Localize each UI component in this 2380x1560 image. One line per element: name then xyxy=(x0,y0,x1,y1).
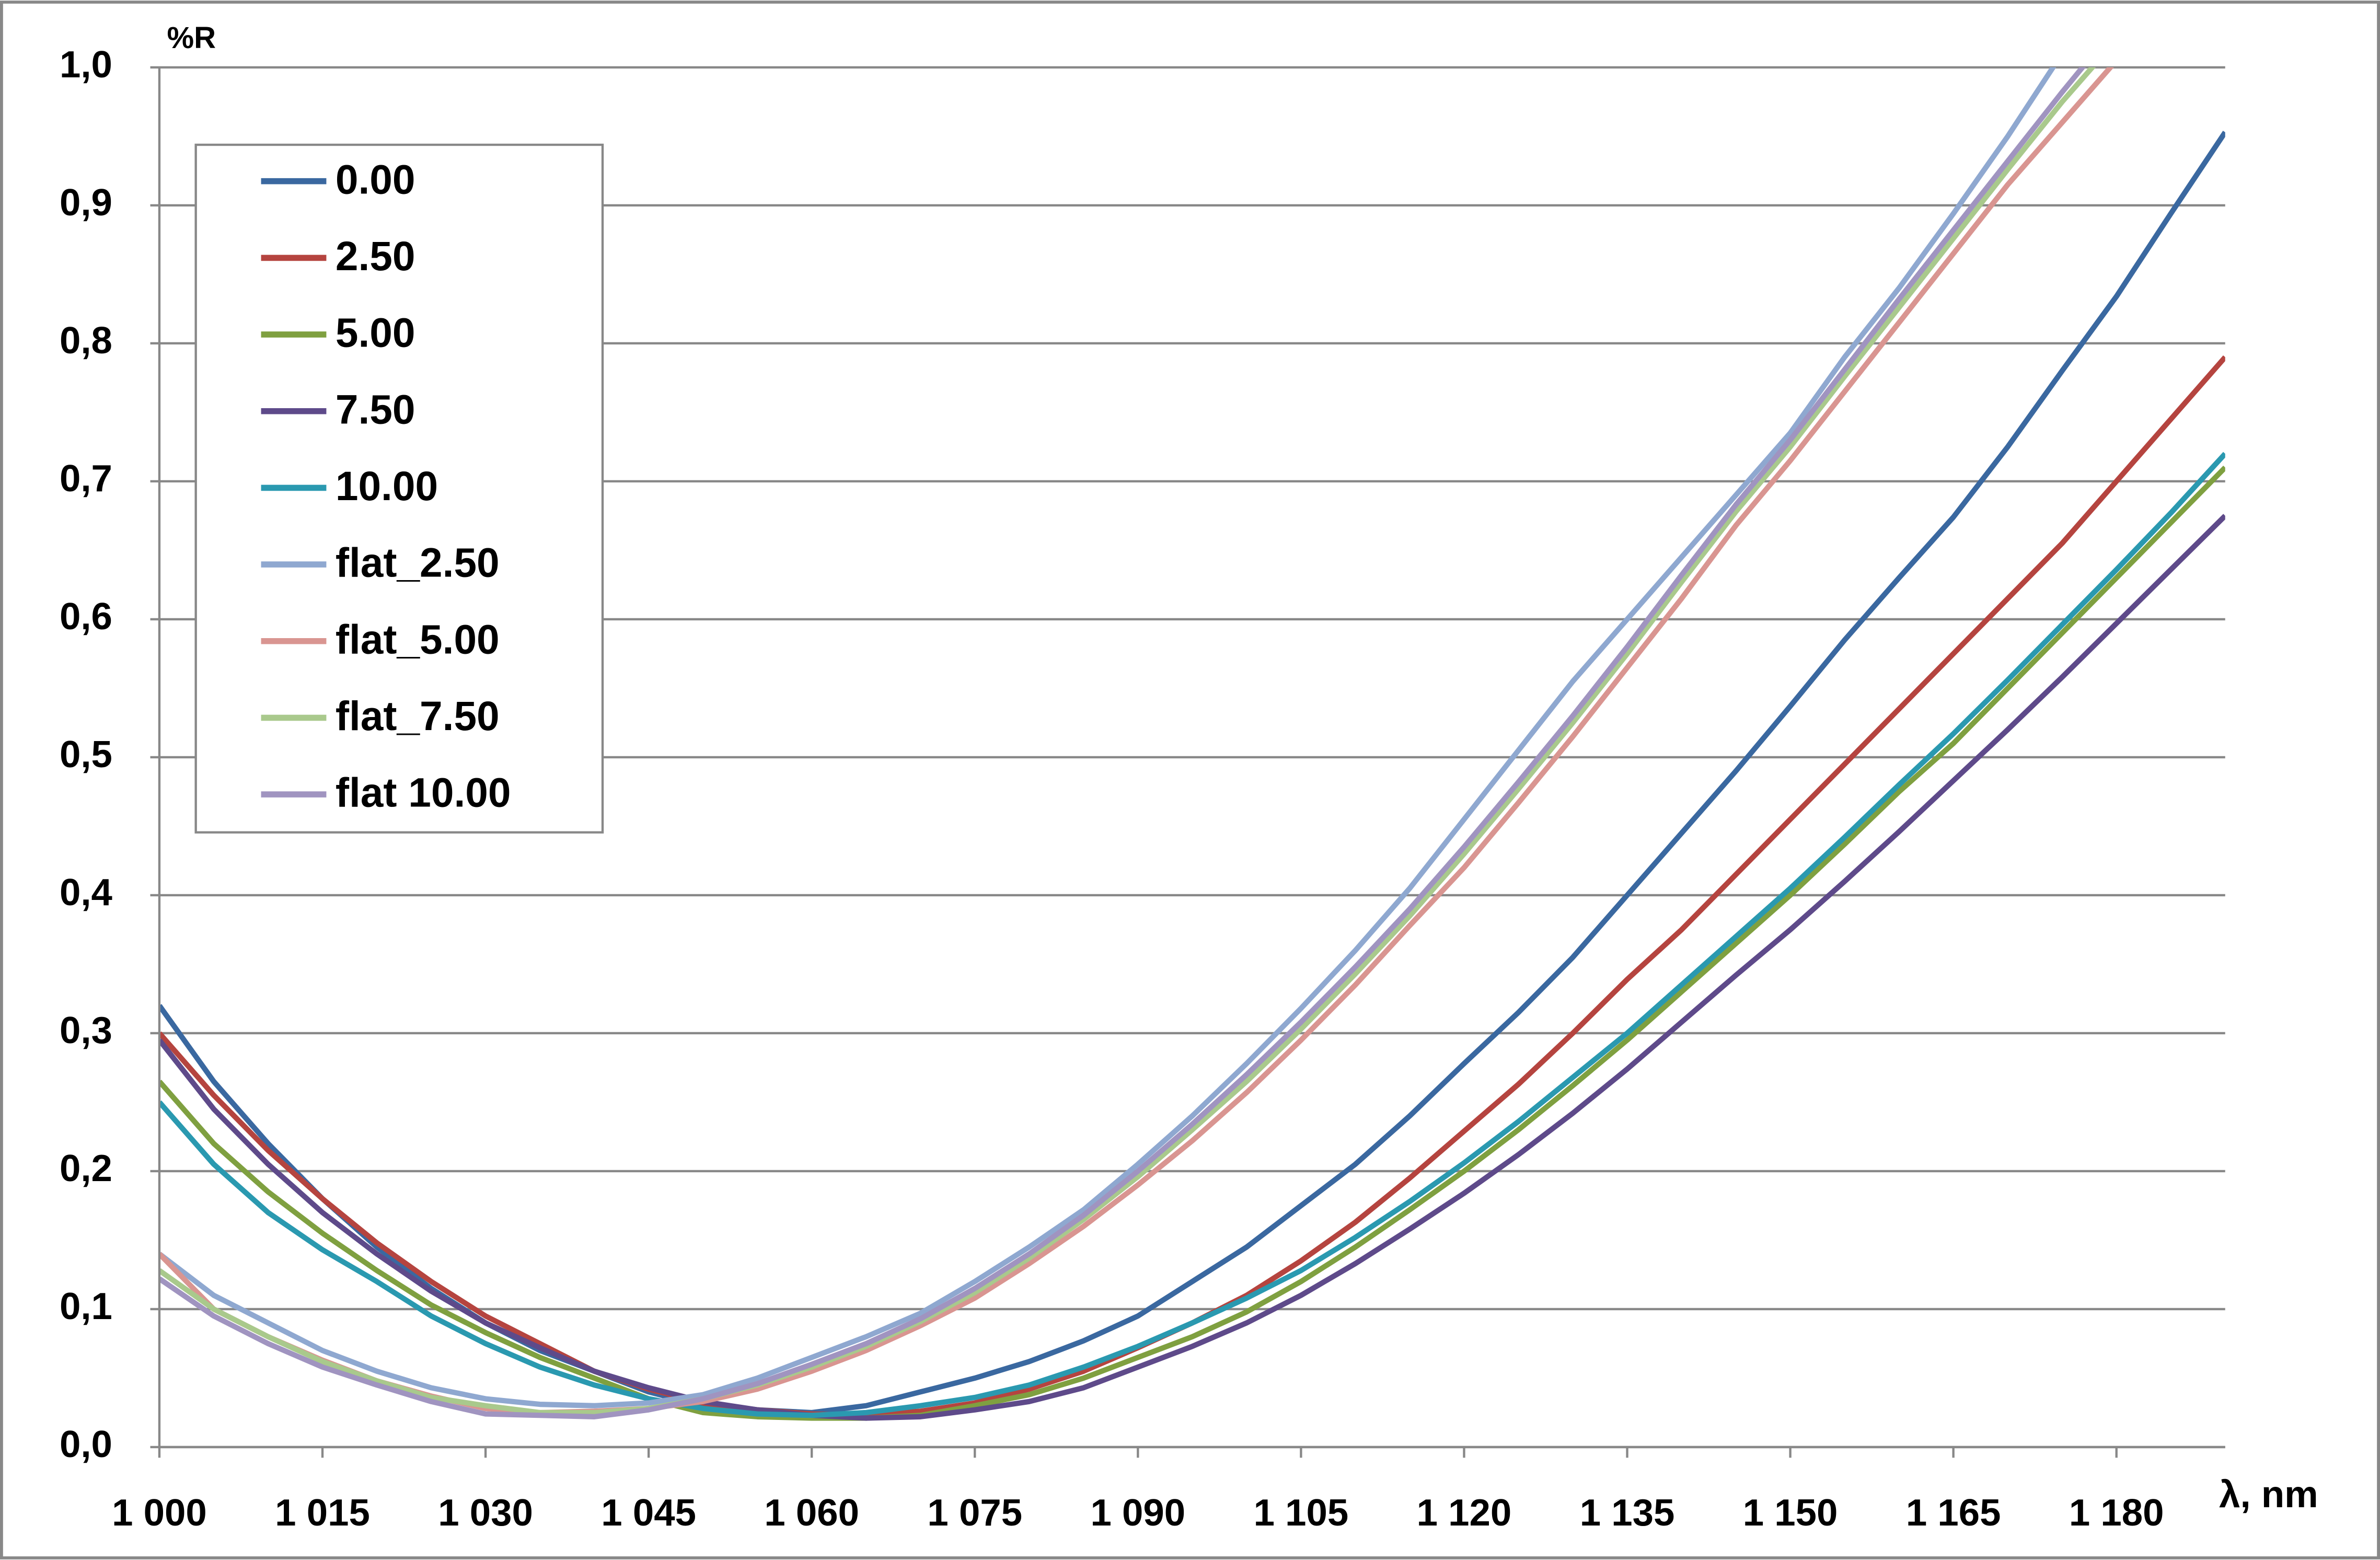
legend-label: 2.50 xyxy=(336,233,415,279)
legend-label: 5.00 xyxy=(336,310,415,356)
series-line xyxy=(159,452,2225,1418)
x-tick-label: 1 165 xyxy=(1906,1492,2001,1534)
x-tick-label: 1 105 xyxy=(1254,1492,1349,1534)
legend-label: 0.00 xyxy=(336,156,415,202)
series-line xyxy=(159,67,2096,1416)
y-axis-label: %R xyxy=(167,21,216,55)
legend-label: 10.00 xyxy=(336,463,438,509)
y-tick-label: 0,9 xyxy=(60,181,112,224)
y-tick-label: 0,5 xyxy=(60,733,112,776)
x-tick-label: 1 000 xyxy=(112,1492,207,1534)
x-tick-label: 1 090 xyxy=(1090,1492,1185,1534)
x-tick-label: 1 030 xyxy=(438,1492,533,1534)
x-tick-label: 1 135 xyxy=(1580,1492,1675,1534)
plot-area xyxy=(159,67,2225,1421)
legend-label: flat_7.50 xyxy=(336,693,500,739)
x-tick-label: 1 015 xyxy=(275,1492,370,1534)
x-tick-label: 1 060 xyxy=(764,1492,859,1534)
legend-label: flat_5.00 xyxy=(336,616,500,662)
axes: 0,0 0,1 0,2 0,3 0,4 0,5 0,6 0,7 0,8 0,9 1,0 1 000 1 … xyxy=(60,43,2225,1534)
legend-label: flat_2.50 xyxy=(336,540,500,586)
x-axis-label: λ, nm xyxy=(2219,1473,2318,1516)
y-tick-label: 0,7 xyxy=(60,457,112,500)
y-tick-label: 0,4 xyxy=(60,871,112,914)
series-line xyxy=(159,67,2114,1416)
series-line xyxy=(159,465,2225,1421)
legend-label: 7.50 xyxy=(336,386,415,432)
y-tick-label: 0,6 xyxy=(60,595,112,638)
y-tick-label: 1,0 xyxy=(60,43,112,86)
legend-label: flat 10.00 xyxy=(336,770,511,816)
series-line xyxy=(159,514,2225,1421)
x-tick-label: 1 180 xyxy=(2069,1492,2164,1534)
x-tick-label: 1 120 xyxy=(1417,1492,1512,1534)
legend: 0.00 2.50 5.00 7.50 10.00 flat_2.50 flat_5.00f… xyxy=(194,143,604,834)
series-line xyxy=(159,67,2086,1419)
y-tick-label: 0,2 xyxy=(60,1147,112,1189)
series-line xyxy=(159,67,2056,1408)
x-tick-label: 1 075 xyxy=(927,1492,1022,1534)
y-tick-label: 0,3 xyxy=(60,1009,112,1051)
x-tick-label: 1 150 xyxy=(1743,1492,1838,1534)
y-tick-label: 0,1 xyxy=(60,1285,112,1327)
x-tick-label: 1 045 xyxy=(601,1492,696,1534)
y-tick-label: 0,0 xyxy=(60,1423,112,1465)
y-tick-label: 0,8 xyxy=(60,319,112,362)
